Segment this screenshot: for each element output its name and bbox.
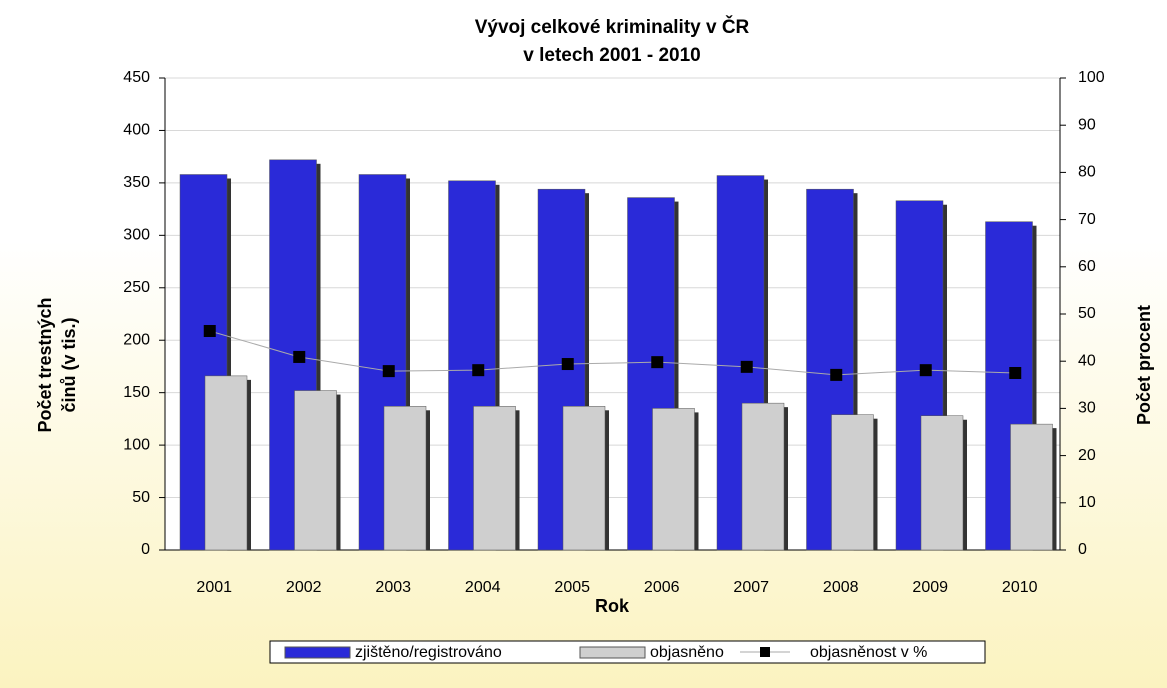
legend-label: objasněno	[650, 644, 724, 661]
legend-swatch	[284, 646, 351, 659]
x-tick-label: 2006	[644, 579, 680, 596]
y2-tick-label: 70	[1078, 211, 1096, 228]
point	[651, 356, 664, 369]
y-tick-label: 400	[123, 122, 150, 139]
y-tick-label: 150	[123, 384, 150, 401]
legend-swatch	[760, 647, 770, 657]
y-axis-label: Počet trestných	[35, 297, 55, 432]
bar	[562, 406, 606, 551]
x-tick-label: 2004	[465, 579, 501, 596]
y-tick-label: 0	[141, 541, 150, 558]
bar	[473, 406, 516, 551]
point	[830, 368, 843, 381]
y-axis-label: činů (v tis.)	[59, 317, 79, 412]
bar	[831, 414, 874, 551]
x-tick-label: 2009	[912, 579, 948, 596]
legend-swatch	[579, 646, 646, 659]
bar	[204, 375, 248, 551]
bar	[741, 402, 785, 551]
point	[740, 360, 753, 373]
x-tick-label: 2010	[1002, 579, 1038, 596]
y2-axis-label: Počet procent	[1134, 305, 1154, 425]
x-axis-label: Rok	[595, 596, 630, 616]
legend-label: zjištěno/registrováno	[355, 644, 502, 661]
point	[1009, 367, 1022, 379]
y2-tick-label: 10	[1078, 494, 1096, 511]
y-tick-label: 350	[123, 174, 150, 191]
y2-tick-label: 50	[1078, 305, 1096, 322]
point	[293, 350, 306, 363]
point	[561, 358, 574, 371]
bar	[1010, 423, 1053, 551]
x-tick-label: 2008	[823, 579, 859, 596]
y2-tick-label: 90	[1078, 116, 1096, 133]
y2-tick-label: 20	[1078, 447, 1096, 464]
y2-tick-label: 60	[1078, 258, 1096, 275]
y2-tick-label: 100	[1078, 69, 1105, 86]
y-tick-label: 300	[123, 227, 150, 244]
chart-subtitle: v letech 2001 - 2010	[523, 45, 700, 66]
y2-tick-label: 0	[1078, 541, 1087, 558]
chart-title: Vývoj celkové kriminality v ČR	[475, 16, 750, 38]
x-tick-label: 2003	[375, 579, 411, 596]
bar	[383, 406, 427, 551]
x-tick-label: 2005	[554, 579, 590, 596]
point	[919, 364, 932, 377]
x-tick-label: 2001	[196, 579, 232, 596]
y2-tick-label: 30	[1078, 400, 1096, 417]
point	[203, 324, 216, 337]
point	[472, 364, 485, 377]
y-tick-label: 250	[123, 279, 150, 296]
bar	[920, 415, 964, 551]
point	[382, 365, 395, 378]
bar	[652, 408, 695, 551]
y2-tick-label: 80	[1078, 164, 1096, 181]
bar	[294, 390, 337, 551]
y-tick-label: 450	[123, 69, 150, 86]
x-tick-label: 2007	[733, 579, 769, 596]
line	[209, 330, 1016, 376]
y-tick-label: 200	[123, 331, 150, 348]
y2-tick-label: 40	[1078, 352, 1096, 369]
y-tick-label: 50	[132, 489, 150, 506]
x-tick-label: 2002	[286, 579, 322, 596]
legend-label: objasněnost v %	[810, 644, 927, 661]
y-tick-label: 100	[123, 436, 150, 453]
